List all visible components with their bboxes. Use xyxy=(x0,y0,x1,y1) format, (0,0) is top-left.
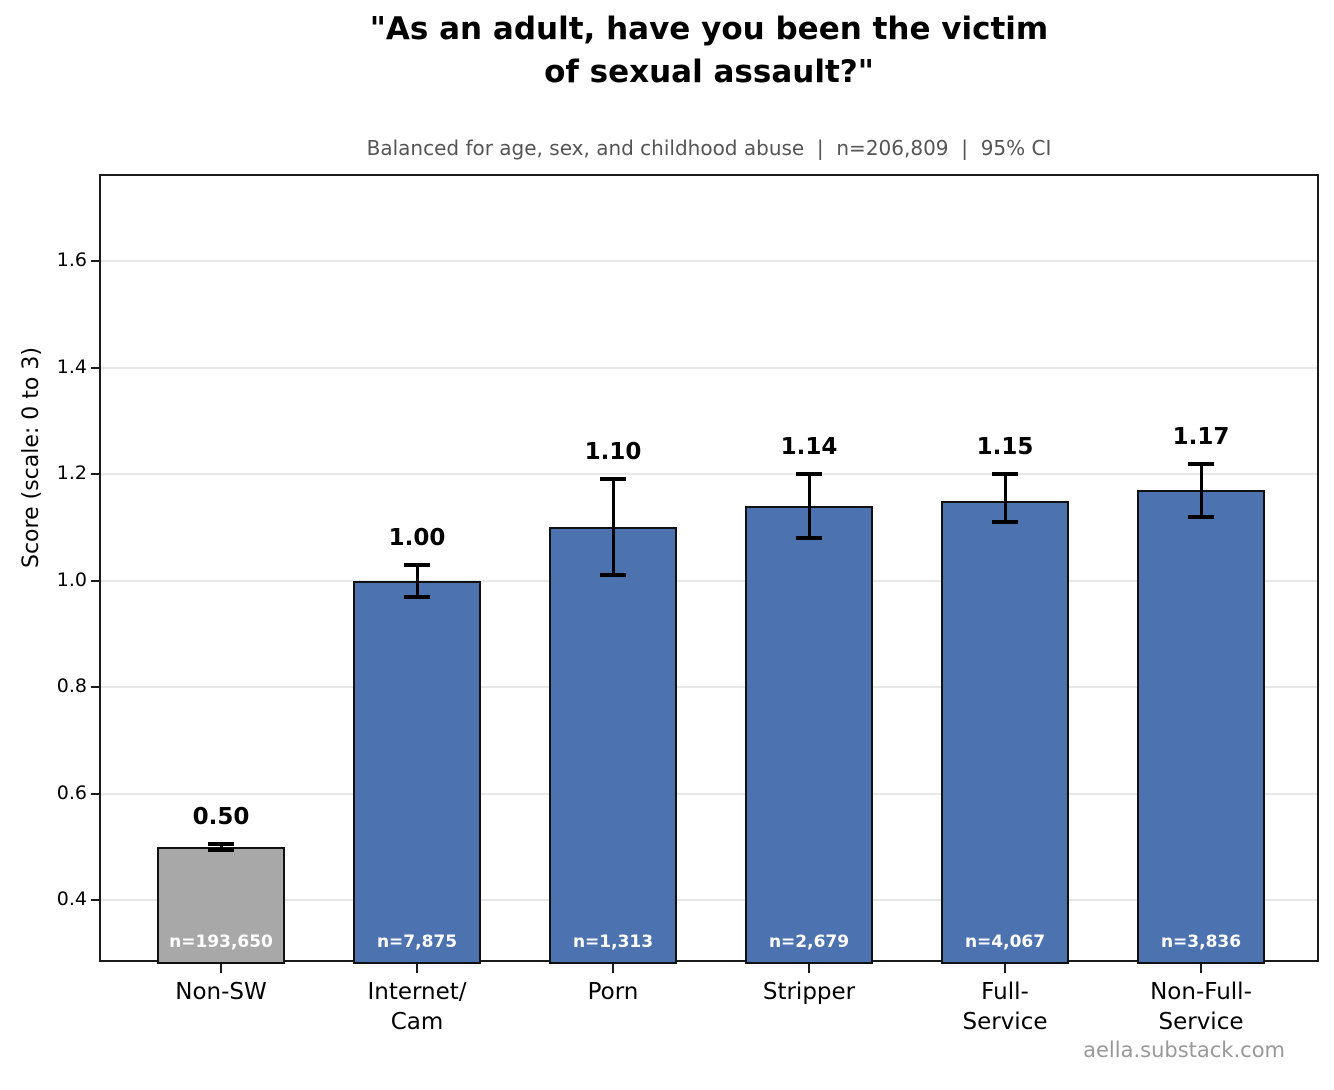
x-tick-label: Non-SW xyxy=(175,979,267,1005)
bar xyxy=(549,527,677,964)
error-bar-cap-top xyxy=(208,842,234,847)
x-tick-mark xyxy=(220,964,222,973)
bar xyxy=(941,500,1069,964)
y-tick-label: 1.6 xyxy=(56,249,87,272)
n-label: n=3,836 xyxy=(1160,932,1242,952)
y-axis-label: Score (scale: 0 to 3) xyxy=(19,347,44,568)
n-label: n=4,067 xyxy=(964,932,1046,952)
x-tick-label: Non-Full- Service xyxy=(1150,979,1252,1035)
error-bar-cap-top xyxy=(796,472,822,477)
error-bar-line xyxy=(1199,463,1203,517)
error-bar-cap-bottom xyxy=(600,573,626,578)
y-tick-mark xyxy=(91,473,101,476)
value-label: 1.15 xyxy=(976,434,1034,461)
error-bar-line xyxy=(219,844,223,850)
error-bar-cap-bottom xyxy=(404,594,430,599)
bar xyxy=(157,846,285,964)
gridline xyxy=(101,260,1317,263)
error-bar-cap-bottom xyxy=(1188,514,1214,519)
x-tick-mark xyxy=(416,964,418,973)
title-block: "As an adult, have you been the victim o… xyxy=(99,8,1319,94)
gridline xyxy=(101,899,1317,902)
y-tick-mark xyxy=(91,366,101,369)
error-bar-cap-bottom xyxy=(796,536,822,541)
y-tick-label: 1.0 xyxy=(56,568,87,591)
chart-subtitle: Balanced for age, sex, and childhood abu… xyxy=(366,136,1052,160)
y-tick-label: 1.4 xyxy=(56,355,87,378)
gridline xyxy=(101,686,1317,689)
y-tick-mark xyxy=(91,899,101,902)
value-label: 1.00 xyxy=(388,524,446,551)
y-tick-mark xyxy=(91,579,101,582)
x-tick-label: Porn xyxy=(587,979,639,1005)
value-label: 0.50 xyxy=(192,804,250,831)
x-tick-mark xyxy=(808,964,810,973)
y-tick-label: 1.2 xyxy=(56,462,87,485)
value-label: 1.17 xyxy=(1172,423,1230,450)
error-bar-line xyxy=(415,564,419,597)
y-tick-label: 0.6 xyxy=(56,781,87,804)
error-bar-cap-top xyxy=(404,562,430,567)
value-label: 1.14 xyxy=(780,434,838,461)
n-label: n=193,650 xyxy=(169,932,273,952)
error-bar-cap-top xyxy=(1188,461,1214,466)
error-bar-cap-top xyxy=(600,477,626,482)
watermark: aella.substack.com xyxy=(1083,1038,1285,1062)
y-tick-mark xyxy=(91,260,101,263)
n-label: n=1,313 xyxy=(572,932,654,952)
x-tick-label: Full- Service xyxy=(962,979,1048,1035)
bar xyxy=(745,506,873,964)
bar xyxy=(353,580,481,964)
x-tick-mark xyxy=(612,964,614,973)
gridline xyxy=(101,473,1317,476)
x-tick-label: Internet/ Cam xyxy=(367,979,467,1035)
error-bar-line xyxy=(807,474,811,539)
error-bar-line xyxy=(1003,474,1007,523)
x-tick-mark xyxy=(1200,964,1202,973)
error-bar-cap-bottom xyxy=(992,520,1018,525)
error-bar-cap-bottom xyxy=(208,847,234,852)
x-tick-mark xyxy=(1004,964,1006,973)
n-label: n=2,679 xyxy=(768,932,850,952)
y-tick-label: 0.8 xyxy=(56,675,87,698)
error-bar-cap-top xyxy=(992,472,1018,477)
x-tick-label: Stripper xyxy=(762,979,856,1005)
bar xyxy=(1137,490,1265,964)
error-bar-line xyxy=(611,479,615,576)
gridline xyxy=(101,792,1317,795)
plot-area: 0.4 0.6 0.8 1.0 1.2 1.4 1.6 0.50 n=193,650 Non-SW… xyxy=(57,174,1319,1035)
value-label: 1.10 xyxy=(584,439,642,466)
gridline xyxy=(101,579,1317,582)
y-tick-mark xyxy=(91,792,101,795)
n-label: n=7,875 xyxy=(376,932,458,952)
y-tick-mark xyxy=(91,686,101,689)
y-tick-label: 0.4 xyxy=(56,888,87,911)
chart-title: "As an adult, have you been the victim o… xyxy=(369,11,1049,90)
gridline xyxy=(101,366,1317,369)
